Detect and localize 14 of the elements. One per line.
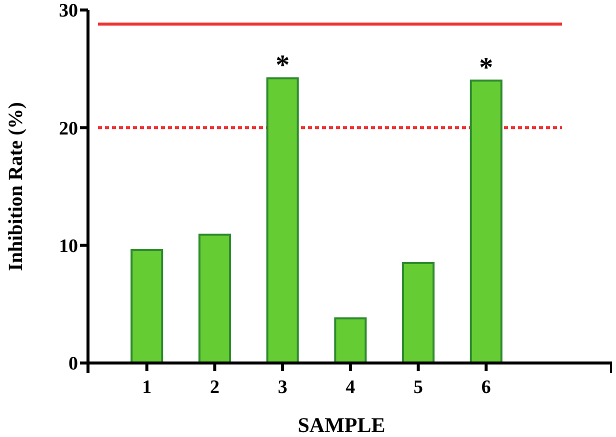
x-tick-label: 4 xyxy=(346,377,356,398)
annotation: * xyxy=(276,50,290,82)
y-tick-label: 20 xyxy=(59,118,78,140)
y-tick-label: 10 xyxy=(59,236,78,257)
x-tick-label: 1 xyxy=(142,377,152,398)
y-tick-label: 0 xyxy=(68,354,78,375)
y-tick-label: 30 xyxy=(59,0,78,22)
x-tick-label: 3 xyxy=(278,377,288,398)
x-axis-title: SAMPLE xyxy=(298,413,386,437)
x-tick-label: 6 xyxy=(481,377,491,398)
x-tick-label: 5 xyxy=(414,377,424,398)
annotation: * xyxy=(479,52,494,84)
y-axis-title: Inhibition Rate (%) xyxy=(5,102,27,271)
x-tick-label: 2 xyxy=(210,377,220,398)
